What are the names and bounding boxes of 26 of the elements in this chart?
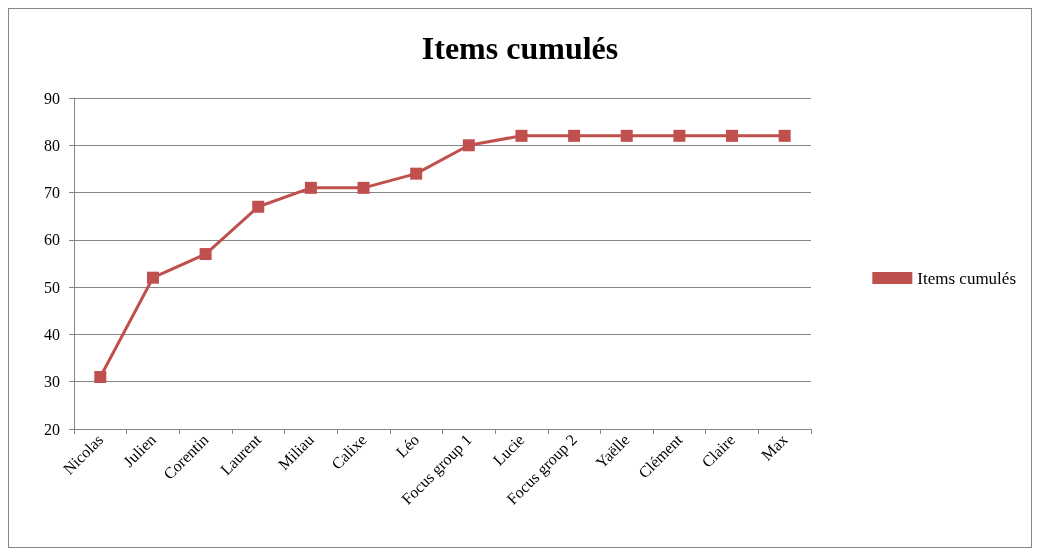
point [568, 129, 581, 142]
x-tick-label: Léo [392, 430, 423, 461]
point [410, 167, 423, 180]
x-tick-label: Max [757, 430, 791, 464]
y-tick-label: 30 [44, 373, 60, 391]
point [252, 200, 265, 213]
point [673, 129, 686, 142]
y-tick-label: 50 [44, 278, 60, 296]
y-tick-label: 80 [44, 136, 60, 154]
point [778, 129, 791, 142]
point [462, 139, 475, 152]
legend-label: Items cumulés [917, 268, 1016, 288]
point [620, 129, 633, 142]
y-tick-label: 70 [44, 184, 60, 202]
y-tick-label: 40 [44, 325, 60, 343]
point [304, 181, 317, 194]
point [199, 248, 212, 261]
y-tick-label: 20 [44, 420, 60, 438]
y-tick-label: 60 [44, 231, 60, 249]
point [357, 181, 370, 194]
point [515, 129, 528, 142]
point [94, 370, 107, 383]
point [146, 271, 159, 284]
y-tick-label: 90 [44, 89, 60, 107]
point [726, 129, 739, 142]
chart-title: Items cumulés [421, 30, 619, 66]
